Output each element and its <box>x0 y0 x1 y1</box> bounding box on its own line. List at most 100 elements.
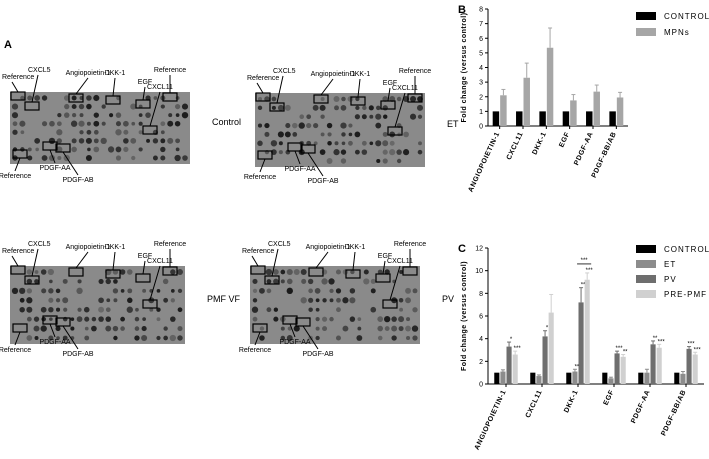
blot-spot <box>416 104 424 111</box>
blot-spot <box>49 279 53 284</box>
blot-spot <box>26 335 33 341</box>
blot-spot <box>266 307 272 313</box>
blot-spot <box>120 316 125 322</box>
blot-spot <box>112 288 119 294</box>
blot-spot <box>163 326 168 331</box>
blot-spot <box>327 132 332 137</box>
blot-spot <box>410 95 417 103</box>
blot-spot <box>300 297 307 304</box>
blot-spot <box>101 121 106 126</box>
x-tick-label: CXCL11 <box>525 389 544 419</box>
blot-spot <box>134 335 140 341</box>
blot-label: CXCL11 <box>387 258 413 265</box>
blot-spot <box>174 120 181 127</box>
blot-spot <box>71 146 77 153</box>
blot-spot <box>170 269 176 275</box>
blot-spot <box>131 155 136 161</box>
blot-spot <box>266 279 272 284</box>
blot-spot <box>370 306 377 313</box>
blot-spot <box>56 121 62 127</box>
blot-spot <box>20 95 25 101</box>
blot-spot <box>270 140 278 147</box>
y-tick-label: 8 <box>479 291 483 298</box>
blot-image <box>250 266 420 344</box>
blot-spot <box>78 103 85 110</box>
bar <box>616 97 624 126</box>
blot-spot <box>252 298 258 303</box>
blot-spot <box>170 298 175 303</box>
blot-spot <box>384 315 391 323</box>
blot-spot <box>320 114 325 119</box>
blot-spot <box>126 306 133 313</box>
blot-label: PDGF-AA <box>284 166 315 173</box>
blot-spot <box>149 307 154 312</box>
blot-spot <box>363 278 370 285</box>
blot-spot <box>313 141 318 146</box>
blot-spot <box>177 335 183 341</box>
blot-spot <box>12 129 18 135</box>
blot-label: Reference <box>0 173 31 180</box>
blot-label: Reference <box>239 347 271 354</box>
blot-spot <box>145 112 151 118</box>
blot-spot <box>341 96 346 102</box>
blot-spot <box>389 149 396 156</box>
blot-spot <box>123 146 129 153</box>
bar <box>620 356 626 384</box>
arrow <box>112 77 116 97</box>
blot-spot <box>26 297 33 304</box>
blot-spot <box>335 288 342 294</box>
blot-spot <box>175 147 180 152</box>
blot-spot <box>333 95 340 103</box>
arrow <box>271 248 279 277</box>
blot-spot <box>319 149 326 155</box>
blot-spot <box>93 146 100 153</box>
blot-spot <box>78 138 85 144</box>
x-tick-label: ANGIOPOIETIN-1 <box>474 389 508 451</box>
blot-spot <box>107 146 115 153</box>
blot-spot <box>342 325 349 332</box>
blot-spot <box>83 306 90 313</box>
blot-spot <box>170 289 175 293</box>
blot-spot <box>273 278 279 285</box>
blot-spot <box>130 103 137 110</box>
blot-name: ET <box>447 119 459 129</box>
blot-spot <box>177 307 183 313</box>
blot-spot <box>382 131 388 137</box>
bar <box>492 111 500 126</box>
blot-label: CXCL5 <box>28 67 51 74</box>
blot-spot <box>19 287 26 294</box>
blot-spot <box>84 335 90 341</box>
blot-spot <box>138 147 143 152</box>
blot-spot <box>398 326 404 332</box>
blot-spot <box>167 120 174 127</box>
blot-label: PDGF-AB <box>307 178 338 185</box>
blot-label: CXCL11 <box>392 85 418 92</box>
blot-spot <box>264 96 270 102</box>
blot-spot <box>127 269 133 275</box>
blot-spot <box>284 131 291 138</box>
blot-spot <box>41 95 48 101</box>
blot-spot <box>34 137 41 144</box>
blot-label: EGF <box>138 79 152 86</box>
blot-spot <box>272 269 279 275</box>
blot-spot <box>109 113 114 118</box>
blot-spot <box>384 326 390 331</box>
arrow <box>307 152 324 177</box>
blot-spot <box>26 288 33 294</box>
blot-spot <box>49 317 53 321</box>
blot-spot <box>322 326 328 332</box>
blot-spot <box>160 130 165 135</box>
blot-spot <box>120 326 125 331</box>
arrow <box>256 82 264 94</box>
blot-spot <box>34 270 39 274</box>
blot-spot <box>348 132 353 137</box>
arrow <box>62 325 79 350</box>
significance: *** <box>616 346 624 352</box>
blot-spot <box>160 121 166 127</box>
significance: *** <box>514 346 522 352</box>
blot-spot <box>84 326 89 331</box>
arrow <box>302 325 319 350</box>
blot-label: CXCL5 <box>273 68 296 75</box>
x-tick-label: EGF <box>603 389 616 407</box>
blot-spot <box>298 122 305 129</box>
